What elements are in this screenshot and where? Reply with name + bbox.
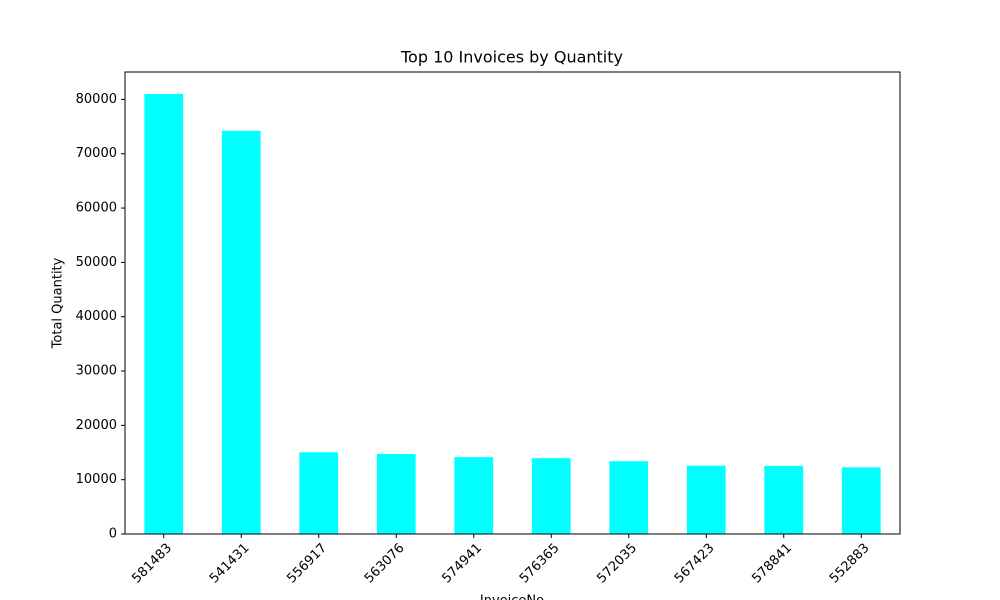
- x-tick-label: 563076: [362, 541, 408, 587]
- x-tick-label: 581483: [129, 541, 175, 587]
- bar: [221, 130, 261, 535]
- x-tick-label: 578841: [749, 541, 795, 587]
- y-tick-label: 10000: [76, 472, 117, 487]
- bar: [764, 465, 804, 534]
- bar: [609, 461, 649, 534]
- x-tick-label: 572035: [594, 541, 640, 587]
- x-tick-label: 574941: [439, 541, 485, 587]
- chart-title: Top 10 Invoices by Quantity: [400, 48, 623, 67]
- x-axis-label: InvoiceNo: [480, 594, 544, 600]
- y-tick-label: 20000: [76, 418, 117, 433]
- bar: [531, 458, 571, 534]
- y-tick-label: 80000: [76, 92, 117, 107]
- bar: [299, 452, 339, 534]
- x-tick-label: 552883: [827, 541, 873, 587]
- x-tick-label: 556917: [284, 541, 330, 587]
- bar: [144, 94, 184, 535]
- y-tick-label: 70000: [76, 146, 117, 161]
- y-tick-label: 30000: [76, 364, 117, 379]
- x-tick-label: 567423: [672, 541, 718, 587]
- y-tick-label: 60000: [76, 201, 117, 216]
- x-tick-label: 541431: [207, 541, 253, 587]
- bar: [376, 453, 416, 534]
- y-tick-label: 50000: [76, 255, 117, 270]
- x-tick-label: 576365: [517, 541, 563, 587]
- y-tick-label: 0: [109, 527, 117, 542]
- y-tick-label: 40000: [76, 309, 117, 324]
- y-axis-label: Total Quantity: [51, 257, 66, 349]
- bar: [841, 467, 881, 534]
- bar: [686, 465, 726, 534]
- axes-frame: [124, 71, 901, 535]
- bar: [454, 457, 494, 534]
